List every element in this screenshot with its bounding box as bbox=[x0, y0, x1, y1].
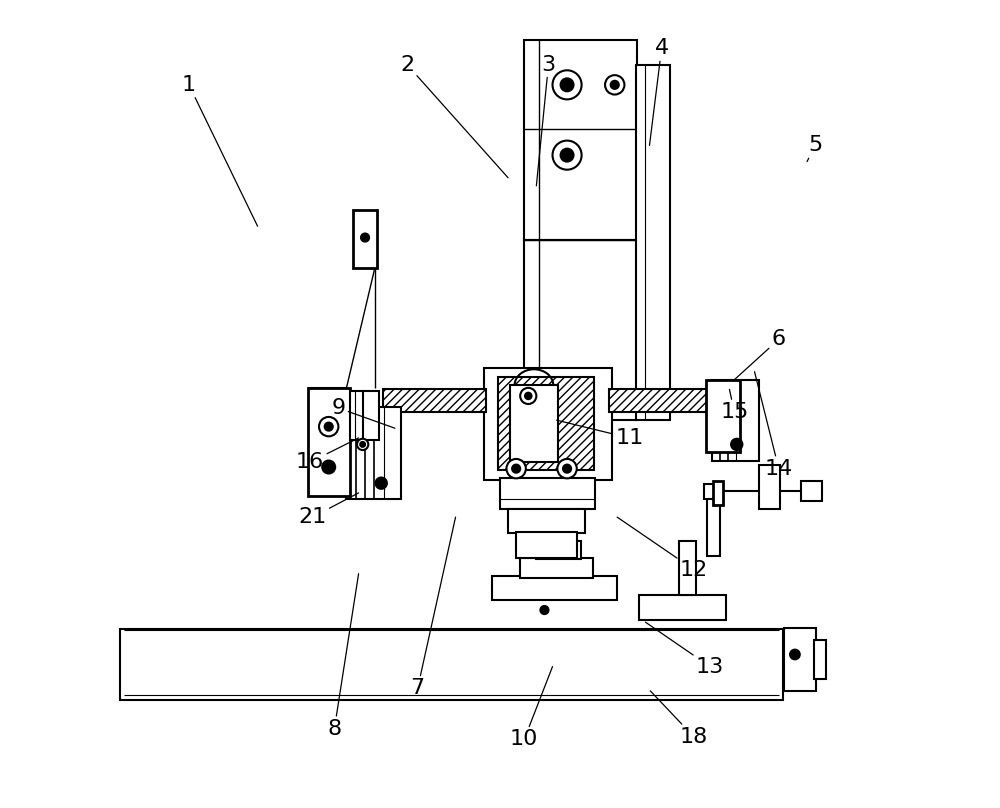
Text: 8: 8 bbox=[327, 574, 359, 739]
Bar bbox=[759, 465, 780, 509]
Text: 4: 4 bbox=[649, 39, 669, 145]
Circle shape bbox=[553, 70, 582, 99]
Text: 14: 14 bbox=[755, 372, 793, 478]
Circle shape bbox=[322, 461, 335, 473]
Bar bbox=[383, 389, 486, 412]
Text: 10: 10 bbox=[510, 667, 553, 749]
Bar bbox=[704, 484, 722, 499]
Circle shape bbox=[731, 439, 742, 450]
Bar bbox=[498, 377, 594, 470]
Text: 3: 3 bbox=[536, 55, 556, 186]
Bar bbox=[510, 385, 558, 462]
Text: 11: 11 bbox=[557, 420, 643, 448]
Bar bbox=[636, 65, 670, 420]
Text: 5: 5 bbox=[807, 136, 822, 162]
Bar bbox=[706, 380, 740, 452]
Bar bbox=[609, 389, 714, 412]
Bar bbox=[120, 629, 783, 700]
Circle shape bbox=[553, 141, 582, 170]
Bar bbox=[508, 509, 585, 533]
Bar bbox=[350, 391, 366, 440]
Circle shape bbox=[325, 423, 333, 431]
Circle shape bbox=[360, 442, 365, 447]
Circle shape bbox=[790, 650, 800, 659]
Circle shape bbox=[561, 78, 574, 91]
Bar bbox=[801, 481, 822, 501]
Text: 18: 18 bbox=[650, 691, 708, 747]
Text: 7: 7 bbox=[411, 517, 456, 698]
Bar bbox=[639, 595, 726, 620]
Circle shape bbox=[520, 388, 536, 404]
Bar bbox=[524, 40, 637, 240]
Text: 16: 16 bbox=[296, 438, 359, 472]
Circle shape bbox=[376, 478, 387, 489]
Text: 15: 15 bbox=[720, 389, 749, 422]
Bar bbox=[713, 481, 723, 505]
Circle shape bbox=[357, 439, 368, 450]
Bar bbox=[346, 407, 401, 499]
Bar bbox=[492, 576, 617, 600]
Circle shape bbox=[561, 149, 574, 162]
Bar bbox=[712, 380, 759, 461]
Circle shape bbox=[611, 81, 619, 89]
Circle shape bbox=[512, 465, 520, 473]
Text: 2: 2 bbox=[400, 55, 508, 178]
Bar bbox=[784, 628, 816, 691]
Text: 13: 13 bbox=[645, 622, 724, 676]
Bar bbox=[536, 541, 581, 559]
Bar bbox=[538, 456, 574, 543]
Bar bbox=[814, 640, 826, 679]
Text: 12: 12 bbox=[617, 517, 708, 579]
Bar bbox=[520, 558, 593, 578]
Bar bbox=[500, 478, 595, 509]
Circle shape bbox=[557, 459, 577, 478]
Circle shape bbox=[525, 393, 532, 399]
Bar bbox=[484, 368, 612, 480]
Bar bbox=[308, 388, 350, 496]
Circle shape bbox=[605, 75, 624, 95]
Circle shape bbox=[506, 459, 526, 478]
Bar bbox=[524, 240, 637, 420]
Circle shape bbox=[540, 606, 548, 614]
Bar bbox=[707, 493, 720, 556]
Bar bbox=[353, 210, 377, 268]
Bar bbox=[679, 541, 696, 595]
Circle shape bbox=[563, 465, 571, 473]
Text: 9: 9 bbox=[331, 398, 395, 428]
Bar bbox=[516, 532, 577, 558]
Text: 1: 1 bbox=[182, 75, 258, 226]
Circle shape bbox=[361, 234, 369, 242]
Text: 21: 21 bbox=[298, 493, 359, 527]
Text: 6: 6 bbox=[734, 330, 786, 380]
Bar bbox=[363, 391, 379, 440]
Circle shape bbox=[319, 417, 338, 436]
